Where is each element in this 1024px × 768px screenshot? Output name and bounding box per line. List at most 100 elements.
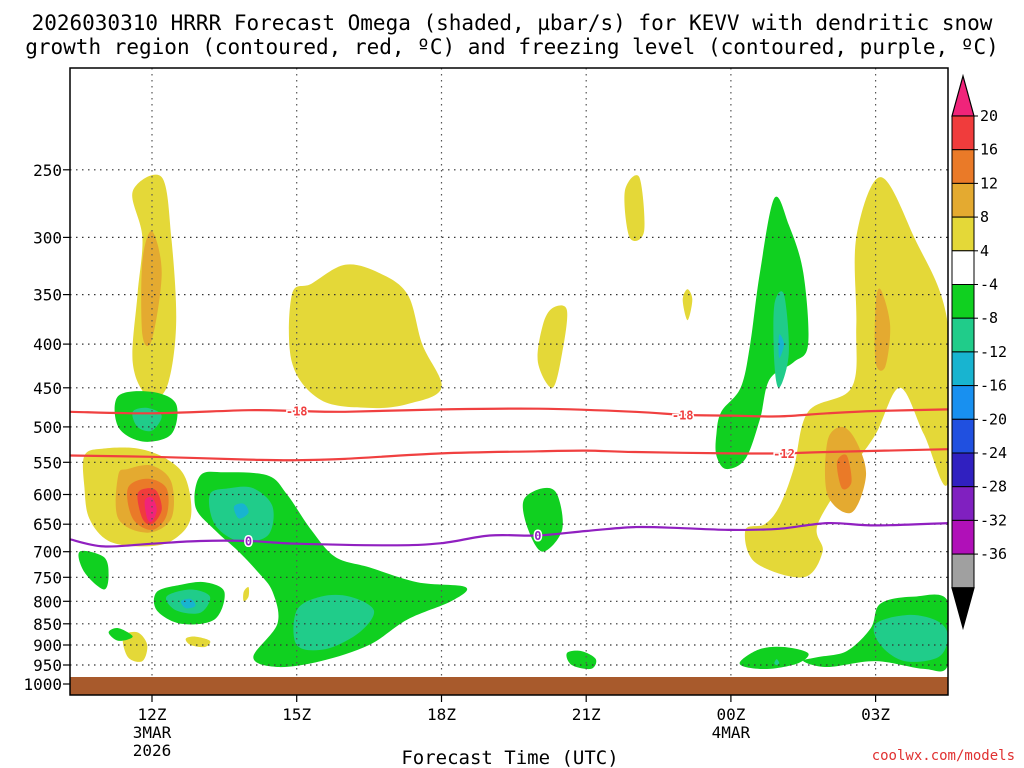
contour-label: -18 bbox=[286, 405, 308, 419]
omega-level-20plus bbox=[144, 496, 157, 523]
omega-shaded-area bbox=[78, 550, 109, 590]
colorbar-label: -20 bbox=[980, 410, 1007, 428]
omega-shaded-area bbox=[624, 175, 645, 242]
y-tick-label: 550 bbox=[33, 453, 62, 472]
colorbar-swatch bbox=[951, 250, 975, 286]
omega-shaded-area bbox=[233, 503, 249, 519]
x-tick-year-label: 2026 bbox=[133, 741, 172, 760]
x-tick-label: 12Z bbox=[138, 705, 167, 724]
colorbar-label: -24 bbox=[980, 444, 1007, 462]
omega-shaded-area bbox=[774, 659, 780, 665]
colorbar-label: 8 bbox=[980, 208, 989, 226]
omega-shaded-area bbox=[566, 650, 597, 670]
contour-line bbox=[70, 521, 948, 548]
contour-line bbox=[70, 448, 948, 462]
colorbar-label: -12 bbox=[980, 343, 1007, 361]
colorbar-swatch bbox=[951, 519, 975, 555]
y-axis: 250 300 350 400 450 500 550 600 650 700 750 800 850 9… bbox=[23, 161, 70, 694]
ground-surface bbox=[70, 677, 948, 695]
omega-shaded-area bbox=[682, 289, 693, 321]
omega-shaded-area bbox=[288, 264, 442, 409]
colorbar-label: 4 bbox=[980, 242, 989, 260]
colorbar-label: -32 bbox=[980, 511, 1007, 529]
omega-shaded-area bbox=[144, 496, 157, 523]
colorbar-swatch bbox=[951, 553, 975, 589]
omega-shaded-area bbox=[739, 646, 809, 670]
omega-level-4-8 bbox=[82, 174, 948, 662]
contour-label: 0 bbox=[245, 535, 252, 549]
colorbar-swatch bbox=[951, 317, 975, 353]
x-tick-label: 03Z bbox=[861, 705, 890, 724]
y-tick-label: 850 bbox=[33, 615, 62, 634]
x-tick-date-label: 3MAR bbox=[133, 723, 172, 742]
colorbar-label: -36 bbox=[980, 545, 1007, 563]
contour-line bbox=[70, 407, 948, 418]
y-tick-label: 300 bbox=[33, 228, 62, 247]
colorbar-label: 20 bbox=[980, 107, 998, 125]
y-tick-label: 600 bbox=[33, 486, 62, 505]
contour-layer: -18 -18-120 0 bbox=[70, 403, 948, 550]
colorbar-bottom-arrow bbox=[951, 587, 975, 631]
chart-title-line2: growth region (contoured, red, ºC) and f… bbox=[25, 35, 999, 59]
omega-shaded-area bbox=[108, 627, 133, 641]
colorbar-swatch bbox=[951, 486, 975, 521]
y-tick-label: 450 bbox=[33, 379, 62, 398]
colorbar-top-arrow bbox=[951, 73, 975, 117]
plot-frame bbox=[69, 67, 949, 696]
y-tick-label: 250 bbox=[33, 161, 62, 180]
x-tick-label: 00Z bbox=[716, 705, 745, 724]
contour-dendritic--12: -12 bbox=[70, 445, 948, 462]
colorbar-swatch bbox=[951, 418, 975, 454]
colorbar: 20 16 12 8 4 -4 -8 -12 -16 -20 -24 -28 -32 -36 bbox=[951, 73, 1007, 631]
x-tick-label: 15Z bbox=[282, 705, 311, 724]
y-tick-label: 800 bbox=[33, 592, 62, 611]
omega-shaded-area bbox=[744, 177, 948, 578]
y-tick-label: 750 bbox=[33, 568, 62, 587]
omega-shaded-area bbox=[715, 196, 809, 470]
omega-shaded-area bbox=[537, 305, 568, 388]
x-tick-label: 18Z bbox=[427, 705, 456, 724]
colorbar-swatch bbox=[951, 149, 975, 184]
contour-label: -18 bbox=[672, 408, 694, 422]
chart-title-line1: 2026030310 HRRR Forecast Omega (shaded, … bbox=[32, 11, 993, 35]
colorbar-label: -28 bbox=[980, 478, 1007, 496]
contour-dendritic--18: -18 -18 bbox=[70, 403, 948, 424]
colorbar-label: -8 bbox=[980, 309, 998, 327]
y-tick-label: 500 bbox=[33, 418, 62, 437]
colorbar-swatch bbox=[951, 452, 975, 488]
colorbar-swatch bbox=[951, 182, 975, 218]
contour-label: 0 bbox=[534, 529, 541, 543]
x-tick-label: 21Z bbox=[572, 705, 601, 724]
contour-label: -12 bbox=[773, 447, 795, 461]
x-tick-date-label: 4MAR bbox=[712, 723, 751, 742]
colorbar-swatch bbox=[951, 216, 975, 252]
colorbar-label: -4 bbox=[980, 276, 998, 294]
omega-shaded-area bbox=[185, 636, 211, 648]
colorbar-swatch bbox=[951, 284, 975, 319]
omega-shading-layer bbox=[78, 174, 948, 672]
omega-shaded-area bbox=[293, 594, 375, 651]
omega-shaded-area bbox=[874, 288, 891, 371]
colorbar-label: 16 bbox=[980, 141, 998, 159]
credit-link[interactable]: coolwx.com/models bbox=[872, 748, 1015, 764]
omega-shaded-area bbox=[836, 454, 852, 490]
y-tick-label: 400 bbox=[33, 335, 62, 354]
colorbar-label: -16 bbox=[980, 377, 1007, 395]
omega-shaded-area bbox=[778, 334, 784, 358]
y-tick-label: 700 bbox=[33, 543, 62, 562]
y-tick-label: 950 bbox=[33, 656, 62, 675]
colorbar-swatch bbox=[951, 115, 975, 151]
omega-shaded-area bbox=[141, 231, 162, 347]
omega-shaded-area bbox=[243, 586, 250, 602]
y-tick-label: 650 bbox=[33, 515, 62, 534]
y-tick-label: 1000 bbox=[23, 675, 62, 694]
colorbar-swatch bbox=[951, 385, 975, 420]
omega-shaded-area bbox=[873, 614, 948, 662]
y-tick-label: 900 bbox=[33, 636, 62, 655]
colorbar-swatch bbox=[951, 351, 975, 387]
y-tick-label: 350 bbox=[33, 286, 62, 305]
omega-shaded-area bbox=[122, 631, 148, 662]
